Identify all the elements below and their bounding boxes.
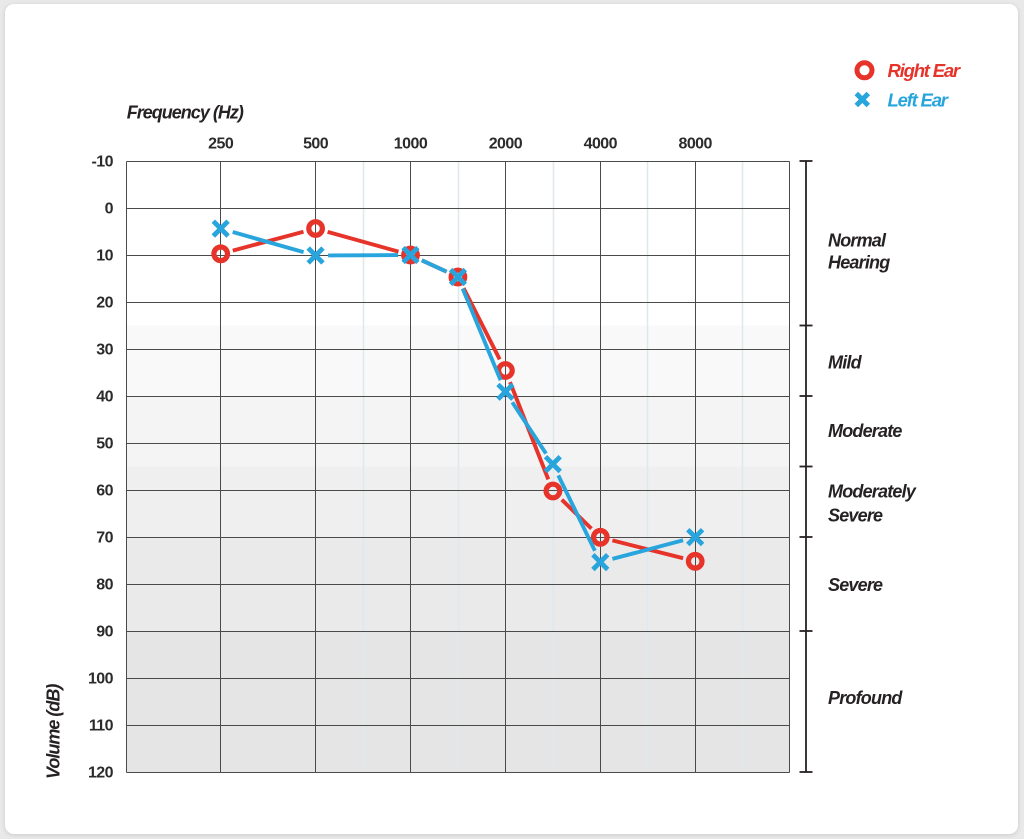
svg-text:4000: 4000 [584,136,618,153]
svg-text:40: 40 [96,389,113,406]
svg-text:10: 10 [96,248,113,265]
svg-text:Profound: Profound [828,688,903,708]
svg-text:Right Ear: Right Ear [888,60,962,81]
svg-text:1000: 1000 [394,136,428,153]
svg-text:30: 30 [96,342,113,359]
svg-text:-10: -10 [92,154,114,171]
svg-text:8000: 8000 [678,136,712,153]
svg-text:Left Ear: Left Ear [888,89,950,110]
svg-text:120: 120 [88,765,114,782]
svg-text:90: 90 [96,624,113,641]
svg-text:Severe: Severe [828,575,883,595]
svg-text:Mild: Mild [828,353,863,373]
svg-text:Hearing: Hearing [828,253,890,273]
svg-text:0: 0 [105,201,114,218]
svg-text:250: 250 [208,136,234,153]
svg-text:Frequency (Hz): Frequency (Hz) [127,103,244,123]
svg-text:80: 80 [96,577,113,594]
svg-text:110: 110 [89,718,114,735]
svg-text:20: 20 [96,295,113,312]
svg-text:Volume (dB): Volume (dB) [44,684,64,779]
svg-text:50: 50 [96,436,113,453]
svg-text:70: 70 [96,530,113,547]
svg-text:100: 100 [88,671,114,688]
svg-text:2000: 2000 [489,136,523,153]
svg-text:Moderate: Moderate [828,421,902,441]
svg-text:500: 500 [303,136,329,153]
svg-text:Severe: Severe [828,506,883,526]
svg-text:60: 60 [96,483,113,500]
svg-text:Normal: Normal [828,230,887,250]
svg-text:Moderately: Moderately [828,482,917,502]
